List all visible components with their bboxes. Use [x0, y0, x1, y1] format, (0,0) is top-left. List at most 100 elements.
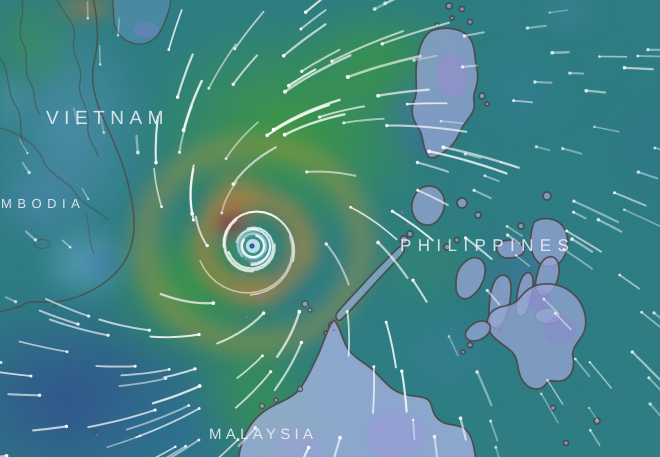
wind-streak-head	[573, 357, 577, 361]
luzon-island	[411, 27, 479, 159]
wind-streak-head	[416, 188, 420, 192]
islet-specks	[52, 302, 98, 435]
wind-streak-head	[297, 309, 302, 314]
wind-streak	[464, 152, 482, 160]
cyclone-spiral-arm	[223, 218, 276, 272]
wind-streak-head	[306, 445, 311, 450]
wind-streak	[276, 310, 301, 358]
color-blob	[380, 0, 660, 457]
wind-streak-head	[261, 311, 266, 315]
wind-streak	[38, 309, 79, 326]
wind-streak	[194, 215, 209, 247]
color-blob	[202, 195, 262, 249]
wind-streak-head	[231, 82, 235, 87]
wind-streak-head	[432, 434, 437, 439]
wind-streak-head	[376, 93, 380, 98]
wind-streak-head	[652, 311, 656, 315]
wind-streak	[7, 393, 41, 397]
wind-streak	[572, 200, 620, 224]
wind-streak-head	[390, 209, 395, 213]
wind-streak-head	[269, 370, 273, 374]
wind-streak-head	[64, 424, 69, 429]
wind-streak-head	[342, 121, 346, 125]
wind-streak-head	[175, 95, 180, 99]
color-blob	[350, 0, 650, 150]
wind-streak	[464, 236, 493, 260]
wind-streak	[412, 54, 438, 62]
wind-streak	[72, 107, 79, 125]
wind-streak	[218, 438, 239, 457]
wind-streak-head	[447, 335, 451, 338]
wind-streak	[554, 312, 572, 331]
color-blob	[224, 220, 282, 274]
wind-streak-head	[596, 217, 601, 222]
wind-streak	[631, 350, 660, 382]
wind-streak	[489, 420, 499, 442]
wind-streak-head	[281, 54, 286, 58]
wind-streak	[342, 117, 385, 124]
wind-streak-head	[260, 354, 264, 358]
wind-streak-head	[211, 301, 216, 305]
wind-streak-head	[0, 360, 3, 365]
wind-streak	[233, 10, 265, 50]
gust-speck	[256, 296, 260, 300]
wind-streak	[98, 318, 151, 332]
wind-streak-head	[133, 364, 137, 368]
country-label-malaysia: MALAYSIA	[209, 426, 318, 443]
wind-streak	[165, 445, 187, 457]
color-blob	[16, 204, 156, 320]
wind-streak	[305, 170, 357, 177]
wind-streak	[585, 89, 607, 94]
wind-streak-head	[193, 367, 197, 371]
wind-streak-head	[475, 370, 479, 374]
wind-streak-head	[87, 197, 90, 201]
color-blob	[0, 55, 43, 145]
wind-streak-head	[300, 69, 304, 73]
color-blob	[340, 190, 510, 340]
wind-streak-head	[489, 419, 493, 423]
wind-streak	[563, 248, 593, 270]
wind-streak-head	[462, 34, 466, 38]
color-blob	[160, 275, 350, 457]
wind-streak	[95, 365, 137, 368]
wind-streak-head	[338, 435, 342, 440]
wind-streak	[473, 189, 492, 200]
wind-streak-head	[618, 273, 621, 277]
wind-streak-head	[37, 393, 42, 397]
wind-streak-head	[287, 83, 291, 88]
wind-streak-head	[415, 160, 420, 165]
color-blob	[88, 94, 418, 394]
wind-streak	[400, 370, 408, 413]
wind-streak-head	[207, 86, 211, 90]
wind-streak-head	[116, 34, 120, 37]
lake-outline	[33, 238, 51, 250]
wind-streak-head	[224, 157, 228, 160]
wind-streak	[349, 206, 398, 241]
wind-streak-head	[160, 205, 163, 209]
country-label-cambodia: MBODIA	[1, 196, 86, 211]
wind-streak	[433, 435, 439, 457]
gust-speck	[400, 210, 404, 214]
wind-streak	[412, 419, 416, 441]
wind-streak	[153, 167, 163, 208]
wind-streak	[135, 134, 140, 154]
gust-speck	[406, 222, 410, 226]
wind-streak	[273, 341, 303, 392]
wind-streak	[159, 292, 215, 305]
wind-streak-head	[87, 314, 91, 318]
wind-streak-head	[622, 66, 627, 70]
wind-streak-head	[561, 147, 565, 151]
color-blob	[186, 164, 272, 260]
wind-streak-head	[483, 174, 487, 178]
wind-streak	[376, 241, 409, 280]
cyclone-eye-ring	[240, 233, 266, 259]
wind-streak	[637, 171, 659, 180]
color-blob	[0, 137, 111, 267]
wind-streak	[163, 367, 196, 379]
wind-streak	[237, 426, 257, 448]
wind-streak-head	[174, 445, 177, 449]
wind-streak	[234, 370, 272, 409]
wind-streak-head	[164, 377, 168, 380]
wind-streak-head	[197, 438, 201, 442]
